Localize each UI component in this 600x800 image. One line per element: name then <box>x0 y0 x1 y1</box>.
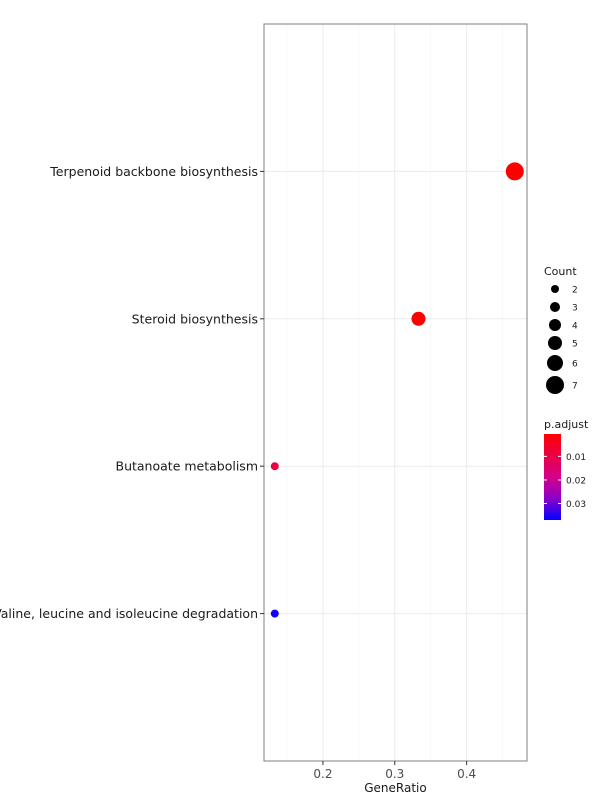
plot-border <box>263 23 528 762</box>
legend-count-title: Count <box>544 265 577 278</box>
panel-background <box>264 24 527 761</box>
data-point <box>270 609 279 618</box>
legend-count-label: 3 <box>572 304 578 314</box>
data-point <box>411 311 426 326</box>
x-tick-label: 0.3 <box>385 767 404 781</box>
data-point <box>270 462 279 471</box>
legend-count-key <box>550 302 560 312</box>
legend-count-key <box>547 355 563 371</box>
legend-count-label: 5 <box>572 340 578 350</box>
legend-p-adjust: p.adjust 0.01 0.02 0.03 <box>544 418 589 520</box>
x-axis: 0.2 0.3 0.4 <box>313 761 476 781</box>
y-axis: Terpenoid backbone biosynthesis Steroid b… <box>0 164 264 621</box>
legend-count: Count 2 3 4 5 6 7 <box>544 265 578 394</box>
x-tick-label: 0.2 <box>313 767 332 781</box>
panel-border <box>263 23 528 762</box>
y-tick-label: Butanoate metabolism <box>116 459 259 474</box>
legend-color-bar <box>544 434 561 520</box>
legend-color-label: 0.03 <box>566 500 586 510</box>
y-tick-label: Terpenoid backbone biosynthesis <box>49 164 258 179</box>
data-points <box>270 162 524 618</box>
legend-p-adjust-title: p.adjust <box>544 418 589 431</box>
legend-count-key <box>551 285 559 293</box>
legend-count-label: 2 <box>572 286 578 296</box>
x-tick-label: 0.4 <box>457 767 476 781</box>
legend-count-key <box>546 376 564 394</box>
y-tick-label: Steroid biosynthesis <box>132 311 258 326</box>
data-point <box>505 162 524 181</box>
legend-color-label: 0.02 <box>566 476 586 486</box>
x-axis-title: GeneRatio <box>364 781 426 795</box>
legend-count-key <box>548 336 562 350</box>
legend-color-label: 0.01 <box>566 453 586 463</box>
legend-count-label: 6 <box>572 360 578 370</box>
plot-panel <box>264 24 527 761</box>
legend-count-label: 7 <box>572 382 578 392</box>
grid-lines <box>264 24 527 761</box>
y-tick-label: Valine, leucine and isoleucine degradati… <box>0 606 258 621</box>
legend-count-label: 4 <box>572 322 578 332</box>
legend-count-key <box>549 319 561 331</box>
